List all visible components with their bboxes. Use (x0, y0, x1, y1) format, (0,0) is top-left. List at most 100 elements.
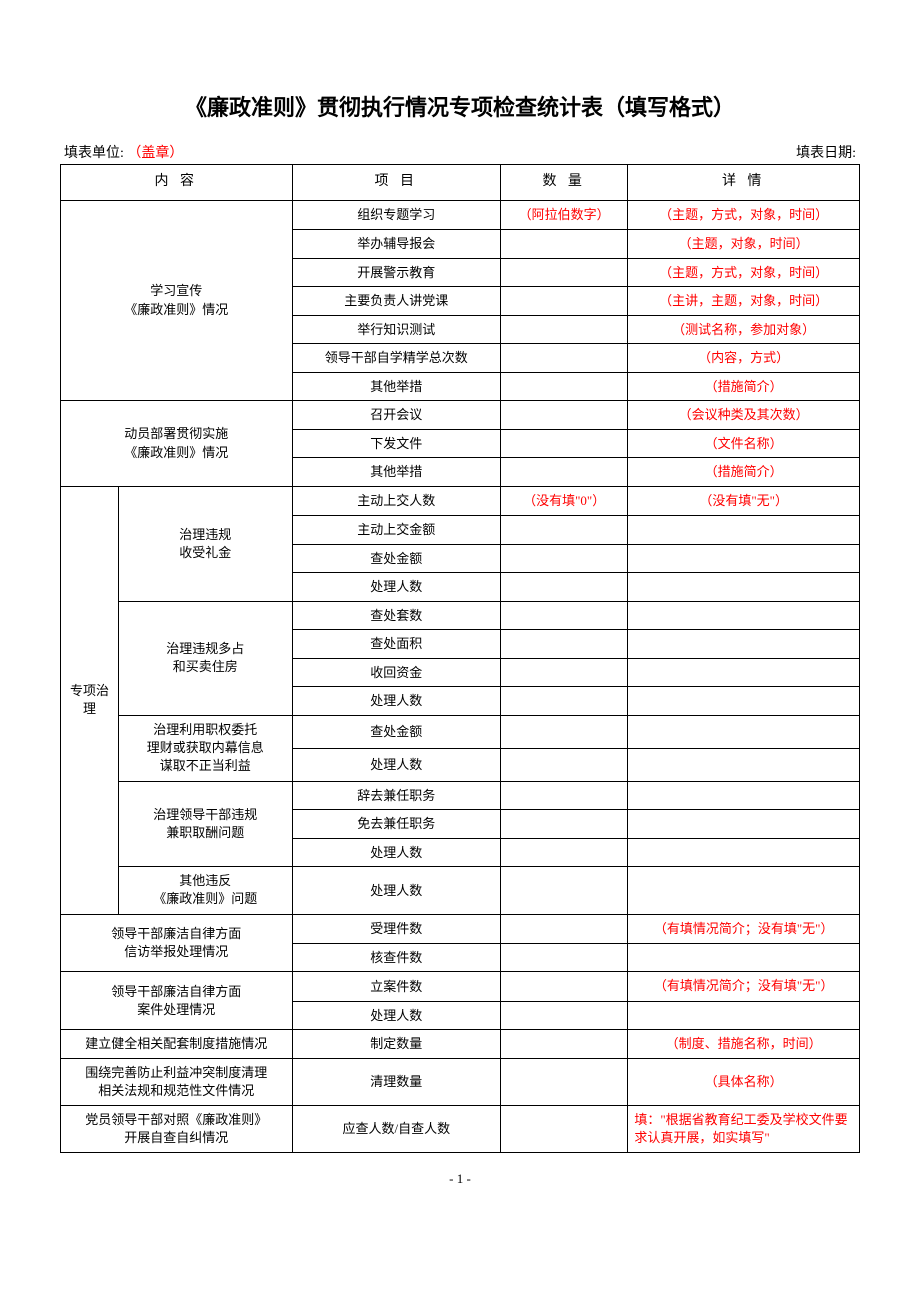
cell-quantity (501, 429, 628, 458)
section-sub-label: 治理违规收受礼金 (118, 487, 292, 602)
cell-quantity (501, 344, 628, 373)
col-content: 内 容 (61, 165, 293, 201)
cell-quantity (501, 573, 628, 602)
section-sub-label: 治理领导干部违规兼职取酬问题 (118, 781, 292, 867)
cell-detail: （内容，方式） (628, 344, 860, 373)
section-label: 党员领导干部对照《廉政准则》开展自查自纠情况 (61, 1105, 293, 1152)
table-header-row: 内 容 项 目 数 量 详 情 (61, 165, 860, 201)
cell-detail: （措施简介） (628, 458, 860, 487)
cell-project: 辞去兼任职务 (292, 781, 500, 810)
cell-detail: （有填情况简介；没有填"无"） (628, 972, 860, 1001)
cell-quantity (501, 287, 628, 316)
cell-quantity (501, 867, 628, 914)
cell-quantity (501, 658, 628, 687)
cell-quantity (501, 1105, 628, 1152)
cell-quantity (501, 258, 628, 287)
cell-quantity: （没有填"0"） (501, 487, 628, 516)
cell-project: 应查人数/自查人数 (292, 1105, 500, 1152)
cell-project: 处理人数 (292, 867, 500, 914)
cell-detail: （主题，方式，对象，时间） (628, 258, 860, 287)
cell-quantity (501, 230, 628, 259)
cell-quantity (501, 1058, 628, 1105)
col-quantity: 数 量 (501, 165, 628, 201)
cell-detail: （测试名称，参加对象） (628, 315, 860, 344)
cell-quantity: （阿拉伯数字） (501, 200, 628, 229)
cell-quantity (501, 401, 628, 430)
cell-quantity (501, 716, 628, 749)
table-row: 围绕完善防止利益冲突制度清理相关法规和规范性文件情况 清理数量 （具体名称） (61, 1058, 860, 1105)
page-number: - 1 - (60, 1171, 860, 1187)
cell-detail (628, 867, 860, 914)
cell-detail: （没有填"无"） (628, 487, 860, 516)
cell-detail (628, 943, 860, 972)
cell-quantity (501, 687, 628, 716)
cell-detail: （有填情况简介；没有填"无"） (628, 914, 860, 943)
cell-project: 处理人数 (292, 748, 500, 781)
cell-project: 其他举措 (292, 458, 500, 487)
cell-quantity (501, 943, 628, 972)
cell-project: 处理人数 (292, 573, 500, 602)
cell-project: 下发文件 (292, 429, 500, 458)
cell-quantity (501, 781, 628, 810)
cell-quantity (501, 972, 628, 1001)
cell-quantity (501, 544, 628, 573)
cell-detail: 填："根据省教育纪工委及学校文件要求认真开展，如实填写" (628, 1105, 860, 1152)
unit-label: 填表单位: （盖章） (64, 142, 183, 162)
section-label: 领导干部廉洁自律方面案件处理情况 (61, 972, 293, 1030)
cell-detail (628, 748, 860, 781)
table-row: 领导干部廉洁自律方面信访举报处理情况 受理件数 （有填情况简介；没有填"无"） (61, 914, 860, 943)
cell-quantity (501, 748, 628, 781)
table-row: 治理违规多占和买卖住房 查处套数 (61, 601, 860, 630)
section-sub-label: 治理违规多占和买卖住房 (118, 601, 292, 715)
section-label: 动员部署贯彻实施《廉政准则》情况 (61, 401, 293, 487)
cell-detail (628, 630, 860, 659)
cell-project: 查处面积 (292, 630, 500, 659)
main-table: 内 容 项 目 数 量 详 情 学习宣传《廉政准则》情况 组织专题学习 （阿拉伯… (60, 164, 860, 1153)
cell-detail (628, 810, 860, 839)
cell-project: 召开会议 (292, 401, 500, 430)
cell-project: 组织专题学习 (292, 200, 500, 229)
table-row: 党员领导干部对照《廉政准则》开展自查自纠情况 应查人数/自查人数 填："根据省教… (61, 1105, 860, 1152)
cell-project: 主要负责人讲党课 (292, 287, 500, 316)
cell-detail: （具体名称） (628, 1058, 860, 1105)
cell-detail (628, 838, 860, 867)
cell-quantity (501, 914, 628, 943)
cell-project: 查处套数 (292, 601, 500, 630)
cell-project: 处理人数 (292, 838, 500, 867)
cell-quantity (501, 630, 628, 659)
cell-project: 受理件数 (292, 914, 500, 943)
section-sub-label: 其他违反《廉政准则》问题 (118, 867, 292, 914)
cell-detail (628, 687, 860, 716)
section-label: 学习宣传《廉政准则》情况 (61, 200, 293, 400)
cell-detail: （主题，方式，对象，时间） (628, 200, 860, 229)
col-project: 项 目 (292, 165, 500, 201)
cell-detail (628, 544, 860, 573)
cell-project: 主动上交人数 (292, 487, 500, 516)
col-detail: 详 情 (628, 165, 860, 201)
cell-detail (628, 601, 860, 630)
cell-project: 查处金额 (292, 544, 500, 573)
cell-detail (628, 658, 860, 687)
section-sub-label: 治理利用职权委托理财或获取内幕信息谋取不正当利益 (118, 716, 292, 782)
cell-project: 免去兼任职务 (292, 810, 500, 839)
section-label: 建立健全相关配套制度措施情况 (61, 1030, 293, 1059)
cell-project: 领导干部自学精学总次数 (292, 344, 500, 373)
cell-detail: （制度、措施名称，时间） (628, 1030, 860, 1059)
cell-project: 处理人数 (292, 687, 500, 716)
cell-detail (628, 516, 860, 545)
cell-project: 制定数量 (292, 1030, 500, 1059)
table-row: 学习宣传《廉政准则》情况 组织专题学习 （阿拉伯数字） （主题，方式，对象，时间… (61, 200, 860, 229)
cell-project: 立案件数 (292, 972, 500, 1001)
section-main-label: 专项治理 (61, 487, 119, 915)
cell-quantity (501, 458, 628, 487)
section-label: 领导干部廉洁自律方面信访举报处理情况 (61, 914, 293, 972)
cell-detail (628, 716, 860, 749)
cell-project: 主动上交金额 (292, 516, 500, 545)
cell-project: 收回资金 (292, 658, 500, 687)
page-title: 《廉政准则》贯彻执行情况专项检查统计表（填写格式） (60, 90, 860, 122)
table-row: 专项治理 治理违规收受礼金 主动上交人数 （没有填"0"） （没有填"无"） (61, 487, 860, 516)
date-label: 填表日期: (796, 142, 856, 162)
section-label: 围绕完善防止利益冲突制度清理相关法规和规范性文件情况 (61, 1058, 293, 1105)
header-row: 填表单位: （盖章） 填表日期: (60, 142, 860, 162)
cell-quantity (501, 1030, 628, 1059)
